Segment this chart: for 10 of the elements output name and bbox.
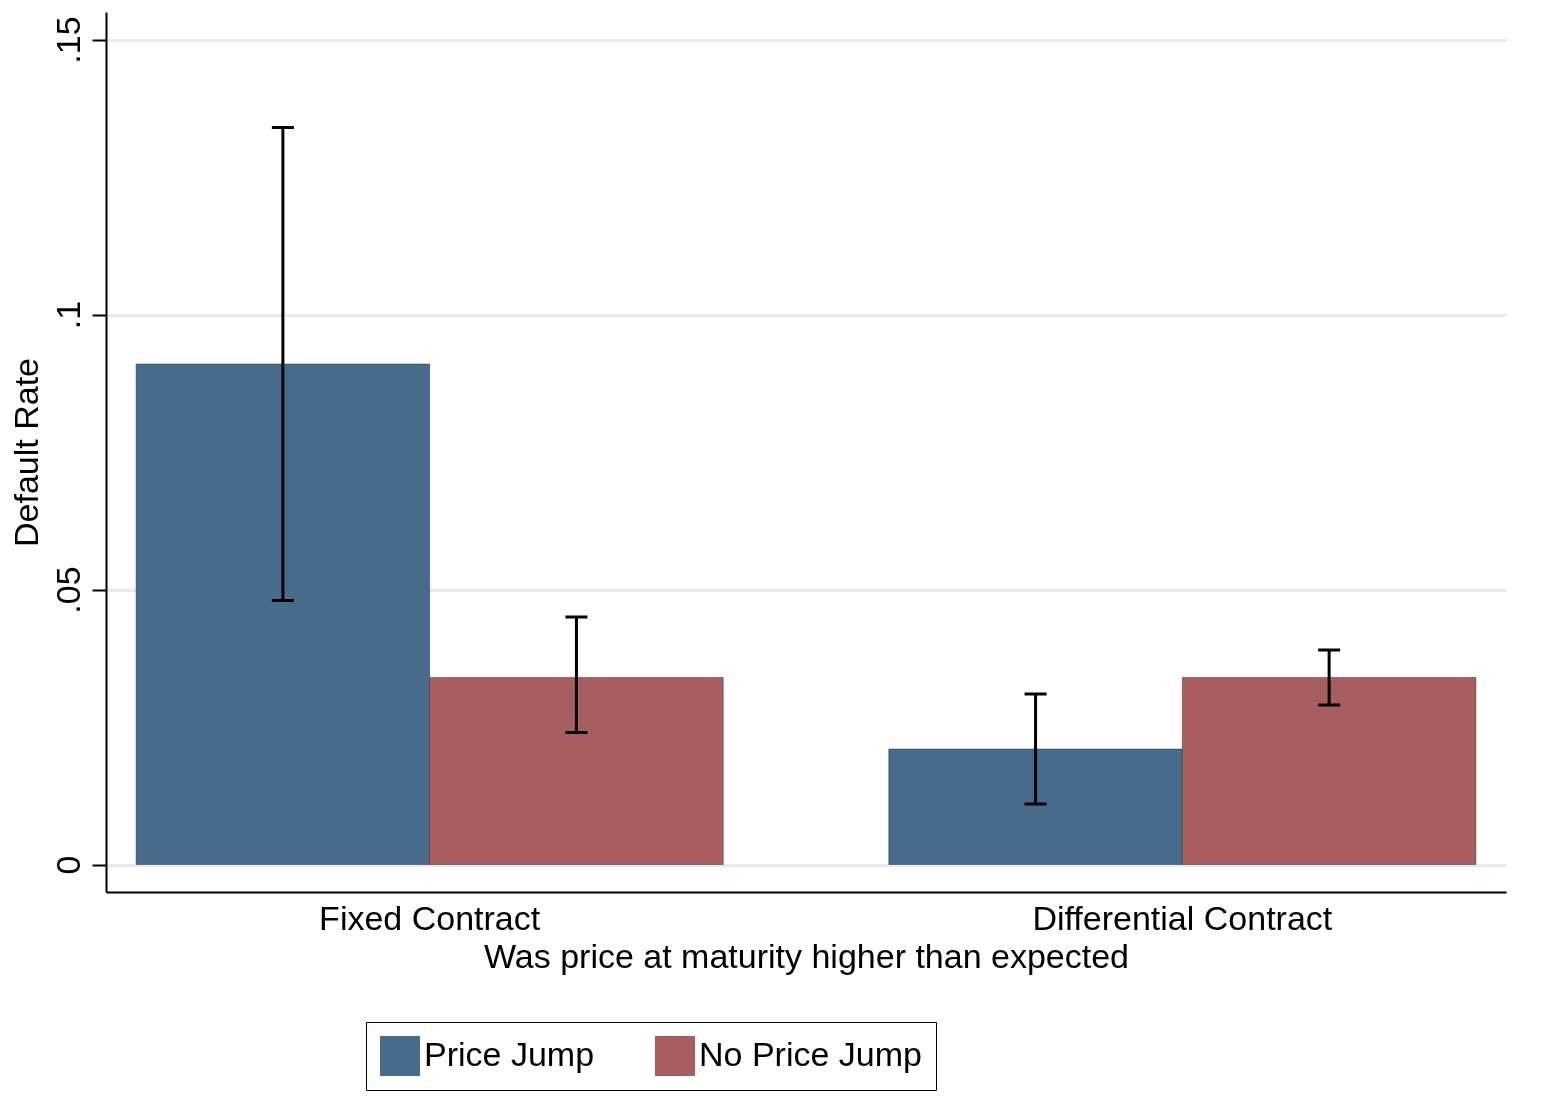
x-tick-label: Differential Contract: [1032, 898, 1333, 937]
legend-label: Price Jump: [424, 1035, 595, 1073]
y-tick-label: .15: [48, 16, 87, 64]
y-tick-label: .1: [48, 300, 87, 330]
x-tick-label: Fixed Contract: [319, 898, 541, 937]
y-axis-title: Default Rate: [6, 358, 45, 547]
y-tick-label: .05: [48, 566, 87, 614]
x-axis-title: Was price at maturity higher than expected: [483, 936, 1130, 975]
legend-label: No Price Jump: [699, 1035, 922, 1073]
y-tick-label: 0: [48, 855, 87, 875]
